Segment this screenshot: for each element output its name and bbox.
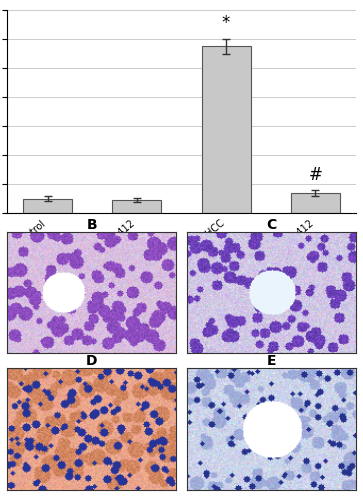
Title: E: E bbox=[266, 354, 276, 368]
Bar bbox=[23, 198, 72, 213]
Bar bbox=[291, 193, 340, 213]
Bar bbox=[201, 46, 251, 213]
Bar bbox=[112, 200, 162, 213]
Title: C: C bbox=[266, 218, 276, 232]
Title: D: D bbox=[86, 354, 98, 368]
Title: B: B bbox=[86, 218, 97, 232]
Text: *: * bbox=[222, 14, 230, 32]
Text: #: # bbox=[309, 166, 322, 184]
